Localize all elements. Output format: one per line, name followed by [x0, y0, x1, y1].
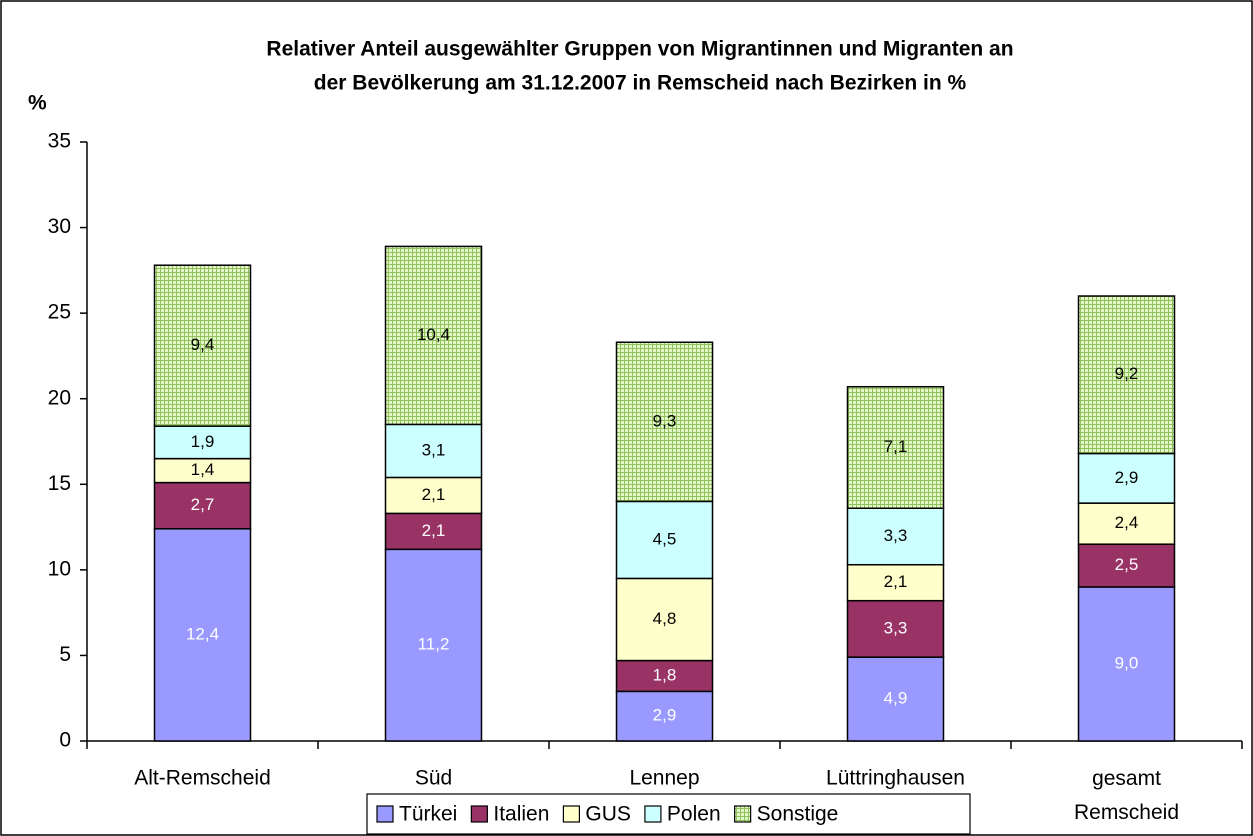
- data-label: 1,8: [653, 665, 677, 684]
- legend-swatch: [644, 805, 662, 823]
- bar-segment: [153, 425, 252, 460]
- legend-swatch: [376, 805, 394, 823]
- bar-segment: [615, 341, 714, 503]
- y-tick-label: 25: [48, 301, 71, 324]
- data-label: 10,4: [417, 325, 450, 344]
- bar-segment: [153, 264, 252, 427]
- bar-segment: [384, 512, 483, 551]
- x-tick-label: gesamt Remscheid: [1074, 767, 1179, 824]
- data-label: 3,3: [884, 618, 908, 637]
- y-tick-label: 15: [48, 472, 71, 495]
- legend-label: Sonstige: [757, 803, 839, 826]
- bar-segment: [1077, 586, 1176, 742]
- data-label: 2,1: [422, 485, 446, 504]
- bar-segment: [384, 548, 483, 742]
- data-label: 11,2: [418, 635, 450, 654]
- legend-label: Polen: [667, 803, 721, 826]
- data-label: 3,1: [422, 440, 446, 459]
- bar-segment: [846, 599, 945, 658]
- bar-segment: [846, 507, 945, 566]
- data-label: 2,1: [422, 521, 446, 540]
- data-label: 3,3: [884, 526, 908, 545]
- bar-segment: [846, 563, 945, 602]
- legend-swatch: [470, 805, 488, 823]
- bar-segment: [384, 476, 483, 515]
- bar-segment: [384, 245, 483, 426]
- bar-segment: [846, 656, 945, 742]
- legend-swatch: [562, 805, 581, 823]
- bar-segment: [615, 577, 714, 662]
- bar-segment: [153, 528, 252, 742]
- data-label: 9,4: [191, 335, 215, 354]
- bar-segment: [615, 500, 714, 580]
- legend-label: Italien: [493, 803, 549, 826]
- legend-label: Türkei: [399, 803, 457, 826]
- data-label: 2,9: [1115, 468, 1139, 487]
- bar-segment: [615, 690, 714, 742]
- data-label: 2,9: [653, 706, 677, 725]
- data-label: 4,5: [653, 529, 677, 548]
- data-label: 1,4: [191, 460, 215, 479]
- x-tick-label: Alt-Remscheid: [134, 767, 271, 790]
- y-tick-label: 5: [59, 643, 71, 666]
- data-label: 2,5: [1115, 555, 1139, 574]
- data-label: 2,7: [191, 495, 215, 514]
- x-tick-label: Süd: [415, 767, 452, 790]
- chart-title: Relativer Anteil ausgewählter Gruppen vo…: [266, 38, 1013, 61]
- data-label: 4,9: [884, 689, 908, 708]
- data-label: 1,9: [191, 432, 215, 451]
- bar-segment: [153, 481, 252, 530]
- legend-label: GUS: [585, 803, 631, 826]
- legend-swatch: [734, 805, 752, 823]
- y-axis-label: %: [28, 92, 47, 115]
- data-label: 2,4: [1115, 513, 1139, 532]
- bar-segment: [1077, 295, 1176, 455]
- data-label: 12,4: [186, 624, 219, 643]
- data-label: 9,3: [653, 411, 677, 430]
- data-label: 2,1: [884, 572, 908, 591]
- y-tick-label: 35: [48, 130, 71, 153]
- bar-segment: [846, 385, 945, 509]
- bar-segment: [1077, 502, 1176, 545]
- data-label: 9,2: [1115, 364, 1139, 383]
- y-tick-label: 10: [48, 557, 71, 580]
- y-tick-label: 30: [48, 215, 71, 238]
- data-label: 9,0: [1115, 653, 1139, 672]
- x-tick-label: Lüttringhausen: [826, 767, 965, 790]
- legend-box: [366, 793, 971, 835]
- bar-segment: [1077, 543, 1176, 588]
- x-tick-label: Lennep: [629, 767, 699, 790]
- data-label: 7,1: [884, 437, 908, 456]
- chart-title: der Bevölkerung am 31.12.2007 in Remsche…: [314, 72, 967, 95]
- data-label: 4,8: [653, 609, 677, 628]
- y-tick-label: 20: [48, 386, 71, 409]
- y-tick-label: 0: [59, 729, 71, 752]
- bar-segment: [615, 659, 714, 693]
- bar-segment: [1077, 452, 1176, 504]
